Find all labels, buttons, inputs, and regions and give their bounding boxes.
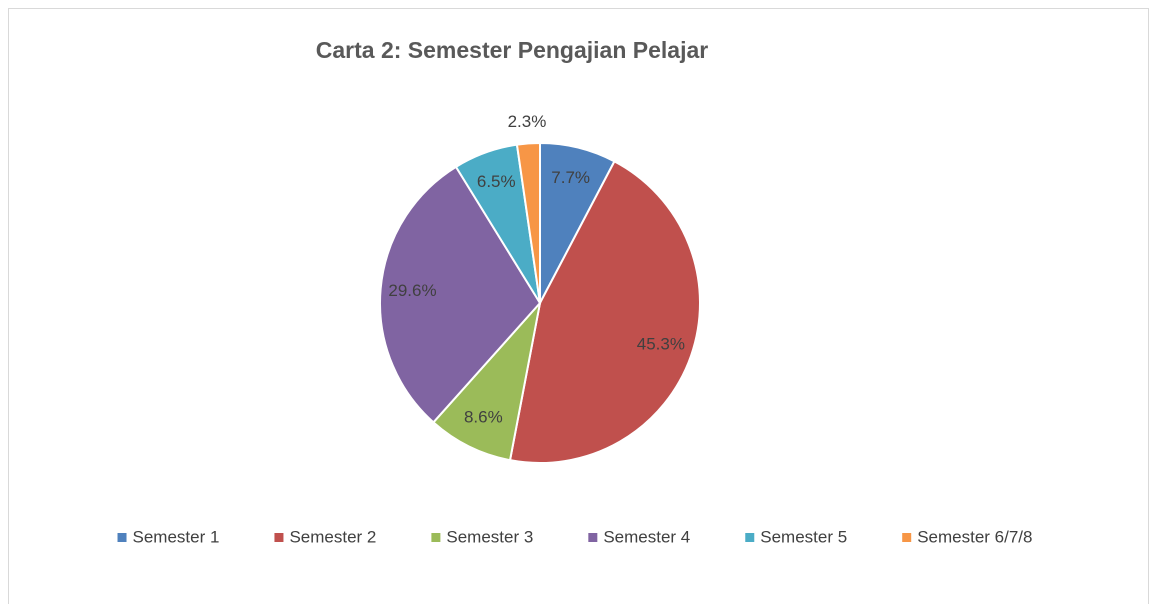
legend-marker bbox=[431, 533, 441, 542]
legend-label: Semester 2 bbox=[289, 527, 376, 546]
legend-label: Semester 5 bbox=[760, 527, 847, 546]
pie-slice bbox=[379, 165, 542, 424]
legend-marker bbox=[117, 533, 127, 542]
data-label: 45.3% bbox=[637, 335, 685, 354]
legend-marker bbox=[902, 533, 912, 542]
legend-marker bbox=[745, 533, 755, 542]
legend-label: Semester 6/7/8 bbox=[917, 527, 1032, 546]
legend-marker bbox=[274, 533, 284, 542]
data-label: 6.5% bbox=[477, 172, 516, 191]
legend-label: Semester 1 bbox=[133, 527, 220, 546]
chart-title: Carta 2: Semester Pengajian Pelajar bbox=[316, 37, 709, 63]
pie-slice bbox=[508, 160, 701, 464]
pie-slice bbox=[515, 141, 541, 304]
data-label: 29.6% bbox=[388, 281, 436, 300]
legend-label: Semester 3 bbox=[446, 527, 533, 546]
data-label: 7.7% bbox=[551, 168, 590, 187]
data-label: 2.3% bbox=[508, 112, 547, 131]
pie-slice bbox=[432, 299, 542, 462]
legend-label: Semester 4 bbox=[603, 527, 690, 546]
data-label: 8.6% bbox=[464, 407, 503, 426]
legend-marker bbox=[588, 533, 598, 542]
